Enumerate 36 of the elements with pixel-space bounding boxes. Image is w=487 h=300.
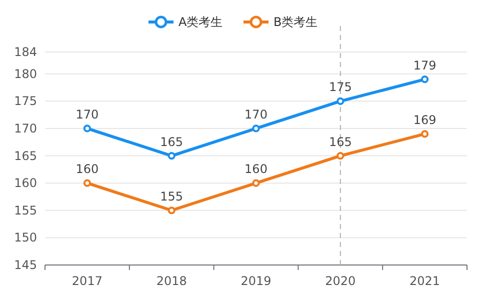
data-label: 155 (160, 189, 184, 204)
y-tick-label: 145 (14, 258, 37, 272)
y-tick-label: 180 (14, 66, 37, 81)
point (336, 152, 344, 160)
data-label: 165 (160, 134, 184, 149)
x-tick-label: 2017 (72, 274, 102, 288)
point (252, 179, 260, 187)
data-label: 175 (328, 80, 352, 94)
data-label: 165 (328, 134, 352, 149)
point (168, 152, 176, 160)
data-label: 170 (244, 107, 268, 122)
legend-label: A类考生 (178, 15, 223, 29)
point (421, 76, 429, 84)
x-tick-label: 2021 (410, 274, 440, 288)
y-tick-label: 160 (14, 176, 37, 190)
point (336, 97, 344, 105)
point (168, 206, 176, 214)
y-tick-label: 150 (14, 230, 37, 245)
y-tick-label: 155 (14, 203, 37, 218)
x-tick-label: 2019 (240, 274, 272, 288)
data-label: 160 (76, 162, 99, 176)
point (252, 124, 260, 132)
y-tick-label: 175 (14, 94, 37, 108)
y-tick-label: 184 (14, 45, 37, 59)
x-tick-label: 2020 (325, 274, 356, 288)
data-label: 169 (413, 112, 436, 127)
point (83, 179, 91, 187)
data-label: 160 (244, 162, 268, 176)
y-tick-label: 165 (14, 148, 37, 163)
y-tick-label: 170 (14, 121, 37, 136)
x-tick-label: 2018 (156, 274, 187, 288)
legend-label: B类考生 (274, 15, 318, 29)
data-label: 179 (413, 58, 436, 72)
data-label: 170 (76, 107, 99, 122)
point (421, 130, 429, 138)
point (83, 124, 91, 132)
